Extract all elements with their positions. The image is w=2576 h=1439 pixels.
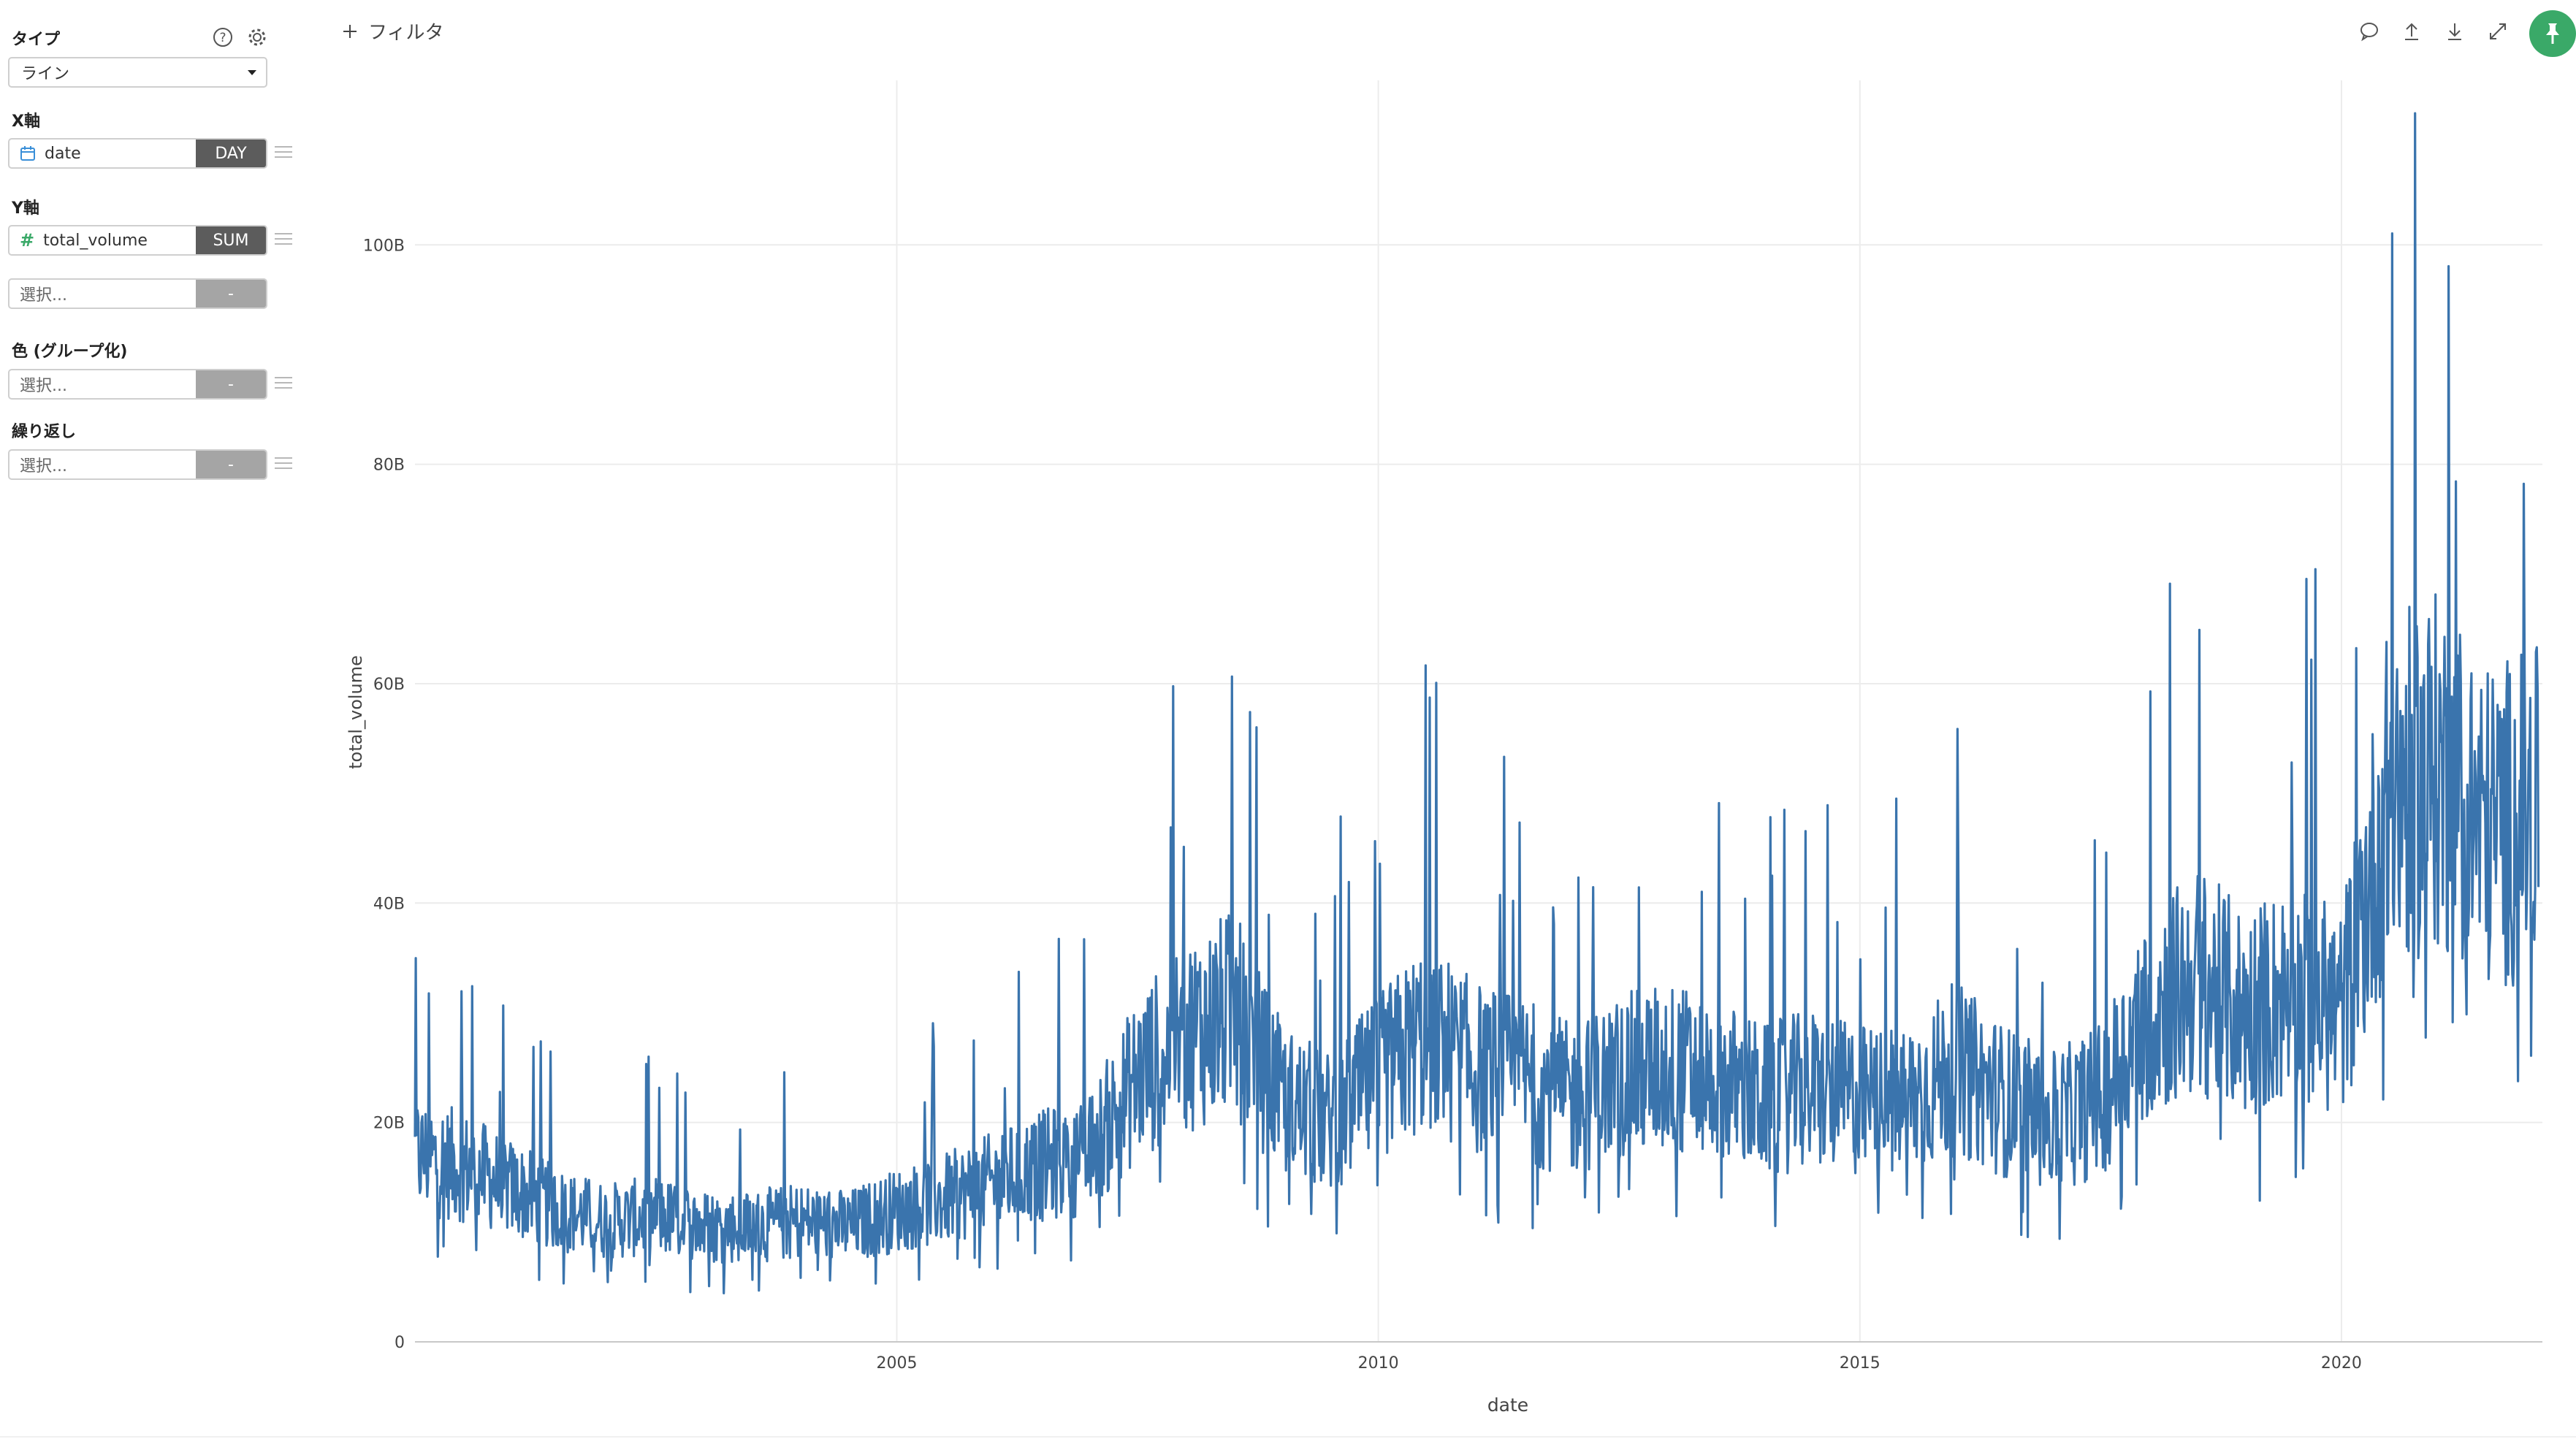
upload-icon[interactable] <box>2401 20 2423 42</box>
chart-type-select[interactable]: ライン <box>8 57 267 88</box>
x-tick-label: 2005 <box>877 1354 918 1373</box>
y-axis-extra-agg-button[interactable]: - <box>196 280 266 308</box>
y-tick-label: 20B <box>373 1115 405 1133</box>
y-axis-field[interactable]: # total_volume SUM <box>8 225 267 256</box>
color-group-placeholder: 選択... <box>20 377 67 395</box>
color-group-label: 色 (グループ化) <box>12 343 128 361</box>
type-label: タイプ <box>12 31 61 49</box>
sidebar: タイプ ? ライン X軸 date DAY Y軸 # total_volume … <box>0 0 300 1439</box>
repeat-field[interactable]: 選択... - <box>8 449 267 480</box>
number-icon: # <box>20 230 35 251</box>
expand-icon[interactable] <box>2487 20 2509 42</box>
x-axis-label: X軸 <box>12 112 40 131</box>
download-icon[interactable] <box>2444 20 2466 42</box>
color-group-menu-icon[interactable] <box>275 377 292 392</box>
add-filter-button[interactable]: フィルタ <box>342 18 443 45</box>
y-axis-menu-icon[interactable] <box>275 233 292 248</box>
x-axis-title: date <box>1487 1394 1528 1416</box>
filter-label: フィルタ <box>368 22 444 44</box>
x-tick-label: 2015 <box>1840 1354 1880 1373</box>
y-tick-label: 100B <box>363 237 405 255</box>
comment-icon[interactable] <box>2358 20 2380 42</box>
repeat-label: 繰り返し <box>12 423 77 441</box>
y-tick-label: 60B <box>373 676 405 694</box>
x-axis-menu-icon[interactable] <box>275 146 292 161</box>
color-group-field[interactable]: 選択... - <box>8 369 267 400</box>
y-axis-extra-placeholder: 選択... <box>20 286 67 305</box>
y-axis-extra-field[interactable]: 選択... - <box>8 278 267 309</box>
caret-down-icon <box>248 70 256 75</box>
repeat-agg-button[interactable]: - <box>196 451 266 478</box>
calendar-icon <box>20 146 35 161</box>
svg-text:?: ? <box>219 31 226 45</box>
x-axis-field-name: date <box>45 144 81 163</box>
pin-icon <box>2546 23 2559 44</box>
x-axis-field[interactable]: date DAY <box>8 138 267 169</box>
color-group-agg-button[interactable]: - <box>196 370 266 398</box>
y-axis-title: total_volume <box>346 655 366 769</box>
x-axis-agg-button[interactable]: DAY <box>196 140 266 167</box>
y-axis-label: Y軸 <box>12 199 39 218</box>
x-tick-label: 2010 <box>1358 1354 1399 1373</box>
repeat-placeholder: 選択... <box>20 457 67 476</box>
gear-icon[interactable] <box>246 26 268 48</box>
y-tick-label: 0 <box>395 1334 405 1352</box>
chart-type-value: ライン <box>21 65 70 83</box>
y-axis-agg-button[interactable]: SUM <box>196 226 266 254</box>
plus-icon <box>343 24 357 38</box>
y-tick-label: 40B <box>373 895 405 913</box>
y-tick-label: 80B <box>373 457 405 475</box>
series-line-total-volume <box>414 112 2540 1295</box>
pin-button[interactable] <box>2529 10 2576 57</box>
x-tick-label: 2020 <box>2321 1354 2362 1373</box>
bottom-divider <box>0 1436 2576 1438</box>
y-axis-field-name: total_volume <box>43 231 148 250</box>
help-icon[interactable]: ? <box>212 26 234 48</box>
repeat-menu-icon[interactable] <box>275 457 292 472</box>
